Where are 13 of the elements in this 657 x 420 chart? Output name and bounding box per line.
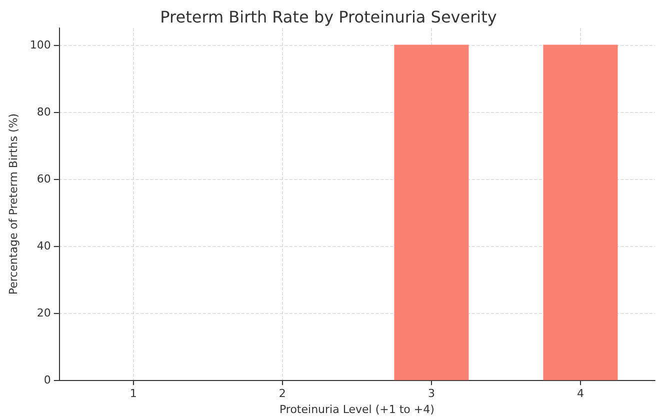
x-tick-label: 2 xyxy=(278,387,286,400)
y-tick-label: 40 xyxy=(36,239,51,252)
chart-title: Preterm Birth Rate by Proteinuria Severity xyxy=(160,8,497,26)
y-tick-label: 20 xyxy=(36,306,51,320)
y-tick-label: 80 xyxy=(36,105,51,118)
x-tick-label: 3 xyxy=(428,387,435,400)
x-tick-label: 4 xyxy=(576,387,584,400)
y-axis-title: Percentage of Preterm Births (%) xyxy=(7,113,20,295)
x-tick-label: 1 xyxy=(130,387,137,400)
y-tick-label: 100 xyxy=(30,38,51,52)
y-tick-label: 0 xyxy=(44,374,51,387)
y-tick-label: 60 xyxy=(36,172,51,186)
x-axis-title: Proteinuria Level (+1 to +4) xyxy=(279,403,434,416)
